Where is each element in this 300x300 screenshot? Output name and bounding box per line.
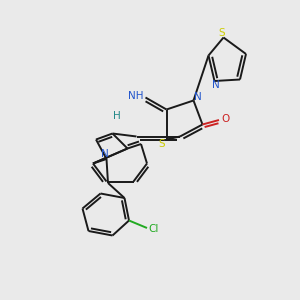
Text: Cl: Cl [148, 224, 159, 235]
Text: N: N [194, 92, 202, 103]
Text: N: N [101, 148, 109, 159]
Text: S: S [219, 28, 225, 38]
Text: O: O [221, 113, 230, 124]
Text: NH: NH [128, 91, 144, 101]
Text: H: H [113, 111, 121, 122]
Text: S: S [159, 139, 165, 149]
Text: N: N [212, 80, 220, 91]
